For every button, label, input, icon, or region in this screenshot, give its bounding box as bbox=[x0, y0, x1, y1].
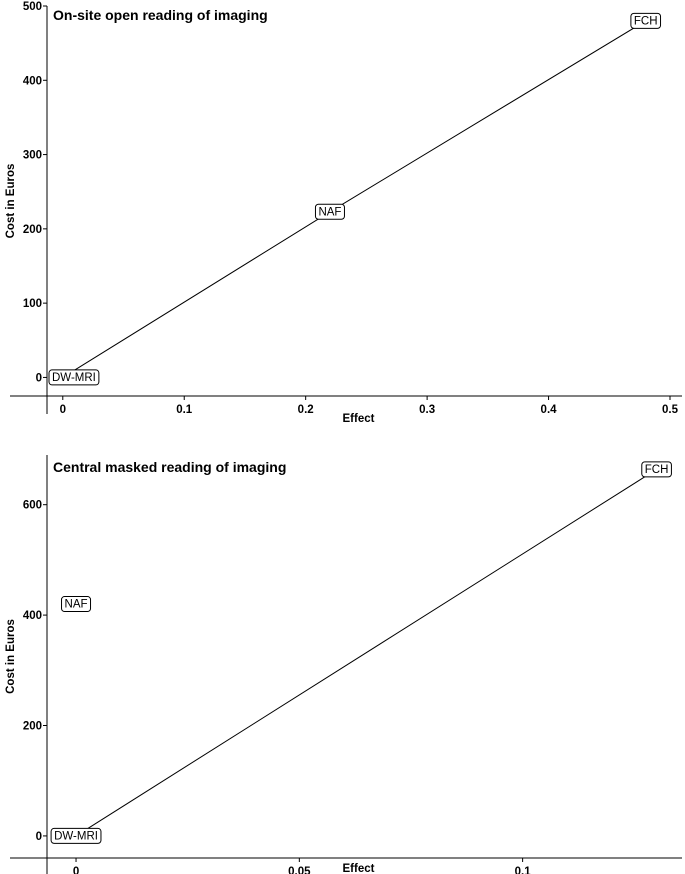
point-label-dw-mri: DW-MRI bbox=[48, 369, 100, 386]
chart-on-site-open-reading: 0 100 200 300 400 500 0 0.1 0.2 0.3 0.4 0.5 Effect Co… bbox=[5, 1, 682, 425]
y-axis-title: Cost in Euros bbox=[5, 164, 17, 239]
point-label-fch: FCH bbox=[641, 461, 672, 478]
chart-title: On-site open reading of imaging bbox=[53, 7, 268, 23]
x-tick-label: 0.05 bbox=[288, 866, 311, 874]
y-tick-label: 100 bbox=[23, 298, 42, 310]
point-label-dw-mri: DW-MRI bbox=[50, 827, 102, 844]
point-label-box bbox=[50, 827, 102, 844]
x-tick-label: 0.5 bbox=[662, 404, 679, 416]
y-tick-label: 0 bbox=[36, 372, 42, 384]
x-tick-label: 0.3 bbox=[419, 404, 435, 416]
point-label-fch: FCH bbox=[630, 12, 662, 29]
point-label-box bbox=[641, 461, 672, 478]
y-tick-label: 200 bbox=[23, 224, 42, 236]
y-tick-label: 0 bbox=[36, 831, 42, 843]
point-label-text: FCH bbox=[645, 464, 669, 476]
point-label-text: FCH bbox=[634, 15, 658, 27]
chart-central-masked-reading: 0 200 400 600 0 0.05 0.1 Effect Cost in Euros Cen… bbox=[5, 455, 682, 874]
x-tick-label: 0.1 bbox=[176, 404, 193, 416]
point-label-text: NAF bbox=[65, 599, 88, 611]
y-tick-label: 300 bbox=[23, 150, 42, 162]
x-tick-label: 0 bbox=[73, 866, 79, 874]
x-tick-label: 0.4 bbox=[541, 404, 558, 416]
x-tick-label: 0.2 bbox=[298, 404, 314, 416]
x-tick-label: 0.1 bbox=[515, 866, 532, 874]
point-label-text: DW-MRI bbox=[54, 830, 98, 842]
y-tick-label: 400 bbox=[23, 610, 42, 622]
point-label-box bbox=[630, 12, 662, 29]
frontier-line bbox=[62, 20, 646, 378]
point-label-box bbox=[314, 203, 345, 220]
chart-title: Central masked reading of imaging bbox=[53, 459, 286, 475]
point-label-box bbox=[48, 369, 100, 386]
x-axis-title: Effect bbox=[343, 863, 375, 874]
point-label-text: NAF bbox=[318, 206, 341, 218]
x-tick-label: 0 bbox=[60, 404, 66, 416]
point-label-box bbox=[61, 596, 92, 613]
frontier-line bbox=[75, 468, 657, 837]
y-tick-label: 200 bbox=[23, 721, 42, 733]
point-label-naf: NAF bbox=[314, 203, 345, 220]
point-label-naf: NAF bbox=[61, 596, 92, 613]
x-axis-title: Effect bbox=[343, 413, 375, 425]
y-axis-title: Cost in Euros bbox=[5, 619, 17, 694]
y-tick-label: 400 bbox=[23, 75, 42, 87]
point-label-text: DW-MRI bbox=[52, 372, 96, 384]
y-tick-label: 600 bbox=[23, 500, 42, 512]
y-tick-label: 500 bbox=[23, 1, 42, 13]
